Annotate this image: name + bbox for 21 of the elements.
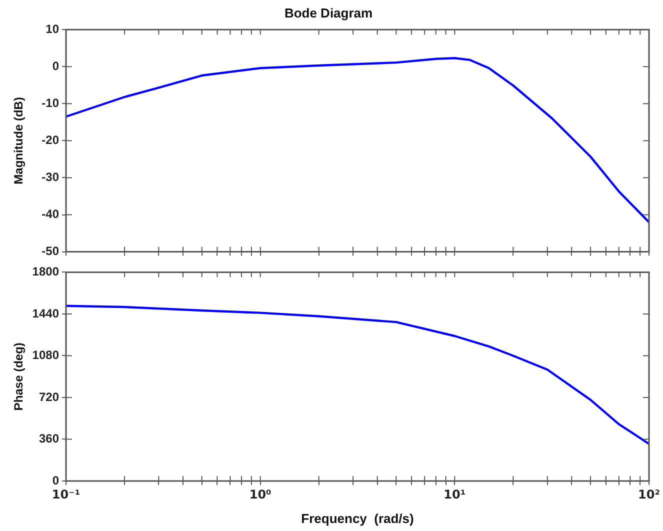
y-tick-label: 10: [46, 22, 60, 36]
y-tick-label: -10: [42, 96, 60, 110]
y-axis-title: Magnitude (dB): [12, 97, 26, 184]
y-tick-label: 1800: [32, 264, 60, 279]
x-tick-label: 10¹: [444, 487, 466, 502]
y-tick-label: 360: [38, 432, 60, 446]
y-tick-label: 720: [38, 390, 60, 404]
y-axis-title: Phase (deg): [12, 342, 26, 411]
y-tick-label: -30: [42, 170, 60, 184]
y-tick-label: 1080: [32, 348, 60, 362]
y-tick-label: 0: [52, 58, 60, 73]
x-tick-label: 10⁻¹: [52, 487, 80, 502]
x-axis-title: Frequency (rad/s): [301, 510, 414, 526]
x-tick-label: 10²: [638, 487, 660, 502]
chart-title: Bode Diagram: [284, 5, 373, 20]
x-tick-label: 10⁰: [249, 487, 272, 502]
y-tick-label: -50: [42, 244, 60, 258]
y-tick-label: 0: [52, 473, 60, 488]
y-tick-label: -20: [42, 133, 60, 148]
y-tick-label: 1440: [32, 306, 60, 320]
y-tick-label: -40: [42, 207, 60, 222]
